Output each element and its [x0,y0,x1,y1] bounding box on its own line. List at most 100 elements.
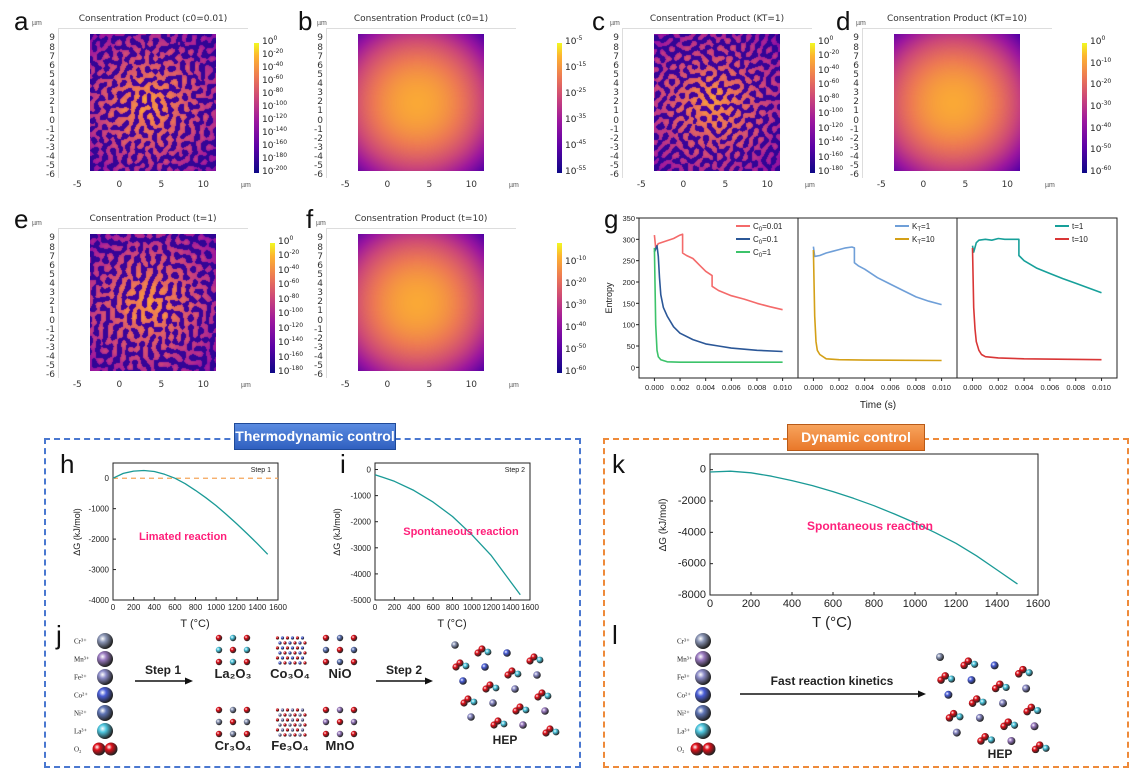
lattice-atom-icon [285,646,290,650]
oxygen-atom-icon [996,680,1004,689]
lattice-atom-icon [285,728,290,732]
ion-label: O₂ [74,746,82,754]
heatmap-panel-b: Consentration Product (c0=1) 9 8 7 6 5 4 3 2 1 0 -1… [314,14,586,190]
colorbar-tick-label: 10-10 [565,255,586,267]
oxygen-atom-icon [1035,741,1044,749]
x-tick-label: 0.008 [1066,383,1085,392]
plot-frame [622,28,812,178]
heatmap-image [357,234,484,372]
y-tick-label: 5 [613,69,619,80]
colorbar-tick-label: 10-120 [818,121,844,134]
lattice-atom-icon [280,646,285,650]
panel-label-k: k [612,449,625,479]
lattice-atom-icon [336,706,344,714]
x-tick-label: -5 [340,380,350,390]
legend-base: C [753,235,759,244]
y-tick-label: -2 [850,133,859,144]
lattice-atom-icon [283,661,287,665]
plot-frame [58,228,248,378]
x-tick-label: 1400 [248,603,266,612]
colorbar-tick-exponent: -140 [829,136,844,144]
colorbar-tick-base: 10 [818,51,830,62]
y-tick-label: -4 [314,352,323,363]
colorbar-tick-exponent: -180 [829,165,844,172]
y-tick-label: -5 [850,161,859,172]
colorbar-tick-exponent: -35 [576,113,587,120]
colorbar-tick-base: 10 [818,65,830,76]
x-tick-label: 10 [197,380,210,390]
colorbar-tick-label: 10-5 [565,36,582,47]
entropy-subplot-frame [956,217,1118,379]
y-tick-label: -3 [46,143,55,154]
x-tick-label: 10 [465,180,478,190]
lattice-atom-icon [350,706,358,714]
x-tick-label: 0.004 [696,383,715,392]
colorbar-tick-exponent: -120 [829,121,844,129]
colorbar-tick-base: 10 [278,338,290,349]
heatmap-panel-e: Consentration Product (t=1) 9 8 7 6 5 4 3 2 1 0 -1-… [32,214,303,390]
lattice-atom-icon [215,634,223,642]
lattice-atom-icon [275,718,280,722]
legend-base: t [1072,235,1075,244]
colorbar-tick-label: 10-80 [278,293,299,305]
lattice-atom-icon [215,730,223,738]
lattice-atom-icon [280,718,285,722]
lattice-atom-icon [275,656,280,660]
x-tick-label: 800 [865,598,883,610]
series-line [374,474,521,596]
y-axis-label: ΔG (kJ/mol) [332,508,342,556]
lattice-atom-icon [300,656,305,660]
colorbar-tick-label: 10-35 [565,113,587,125]
y-tick-label: -1 [610,124,619,135]
la-atom-icon [544,692,552,700]
lattice-atom-icon [300,636,305,640]
colorbar-tick-label: 10-15 [565,62,586,73]
ion-label: O₂ [677,746,685,754]
series-line [653,247,783,364]
colorbar-tick-base: 10 [565,63,577,73]
colorbar-tick-exponent: 0 [1101,35,1106,42]
oxygen-atom-icon [546,725,554,733]
colorbar-tick-label: 10-160 [262,139,288,151]
colorbar-tick-label: 100 [262,36,277,47]
panel-label-g: g [604,204,619,234]
legend-value: =10 [1074,235,1088,244]
y-tick-label: 0 [700,464,706,476]
y-tick-label: 8 [853,42,859,53]
colorbar-tick-label: 10-140 [278,337,303,349]
legend-value: =0.01 [762,222,783,231]
la-atom-icon [492,684,500,692]
x-tick-label: 0 [116,380,123,390]
thermodynamic-control-badge: Thermodynamic control [234,423,396,450]
y-tick-label: -4 [314,152,323,163]
colorbar-tick-label: 10-40 [278,264,299,276]
ion-sphere-icon [97,687,113,703]
annotation-text: Spontaneous reaction [807,519,933,533]
lattice-atom-icon [336,658,344,666]
x-tick-label: 0.002 [989,383,1008,392]
la-atom-icon [500,720,508,728]
colorbar-tick-exponent: -100 [289,307,304,315]
ion-label: Fe³⁺ [677,674,690,682]
y-tick-label: 2 [317,297,323,308]
colorbar-tick-exponent: -40 [1101,121,1112,129]
x-tick-label: 0.010 [773,383,792,392]
colorbar-tick-exponent: -20 [1101,78,1112,86]
colorbar-tick-exponent: -160 [273,139,288,146]
product-label: HEP [493,733,518,747]
lattice-atom-icon [278,641,282,645]
oxygen-atom-icon [1027,703,1036,712]
y-tick-label: -2000 [89,535,110,544]
y-tick-label: -2 [46,133,55,144]
y-tick-label: 6 [49,60,55,71]
metal-atom-icon [489,699,497,707]
series-line [812,249,942,362]
x-axis-label: T (°C) [437,618,466,630]
x-tick-label: 0 [116,180,123,190]
colorbar-tick-label: 10-100 [818,108,843,119]
colorbar-tick-base: 10 [818,167,830,177]
panel-label-b: b [298,6,313,36]
y-unit-label: µm [317,20,327,27]
lattice-atom-icon [283,733,287,737]
heatmap-panel-d: Consentration Product (KT=10) 9 8 7 6 5 4 3 2 1 0-… [850,14,1111,190]
